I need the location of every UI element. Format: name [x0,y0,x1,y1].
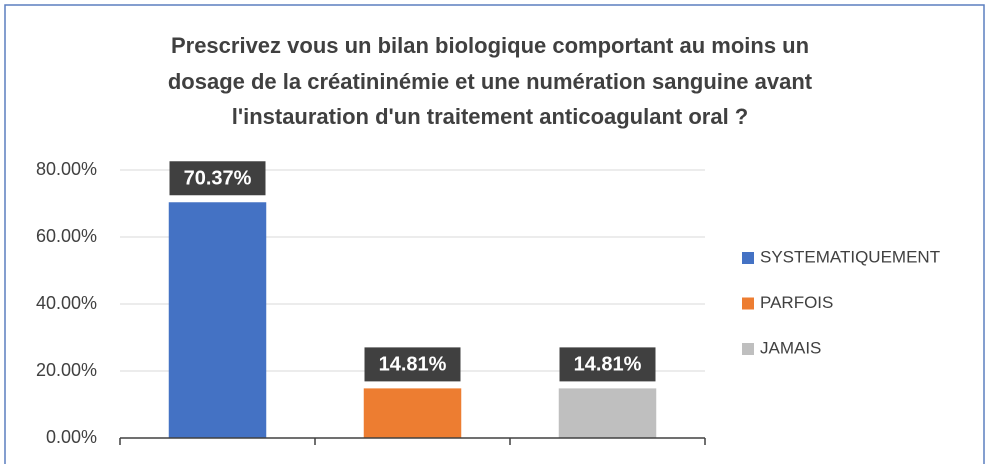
chart-title: dosage de la créatininémie et une numéra… [168,69,813,94]
y-tick-label: 0.00% [46,427,97,447]
value-label-box [559,347,656,382]
bar [363,388,462,438]
value-label-box [364,347,461,382]
value-label: 70.37% [184,168,252,190]
legend-label: PARFOIS [760,293,833,312]
legend-swatch [742,343,754,355]
bar [558,388,657,438]
legend-label: SYSTEMATIQUEMENT [760,247,940,266]
y-tick-label: 80.00% [36,159,97,179]
chart-title: l'instauration d'un traitement anticoagu… [232,104,749,129]
y-tick-label: 40.00% [36,293,97,313]
legend-swatch [742,297,754,310]
y-tick-label: 20.00% [36,360,97,380]
bar [168,202,267,438]
y-tick-label: 60.00% [36,226,97,246]
value-label-box [169,161,266,196]
legend-swatch [742,252,754,264]
chart-title: Prescrivez vous un bilan biologique comp… [171,33,809,58]
value-label: 14.81% [379,354,447,376]
value-label: 14.81% [574,354,642,376]
legend-label: JAMAIS [760,338,821,357]
